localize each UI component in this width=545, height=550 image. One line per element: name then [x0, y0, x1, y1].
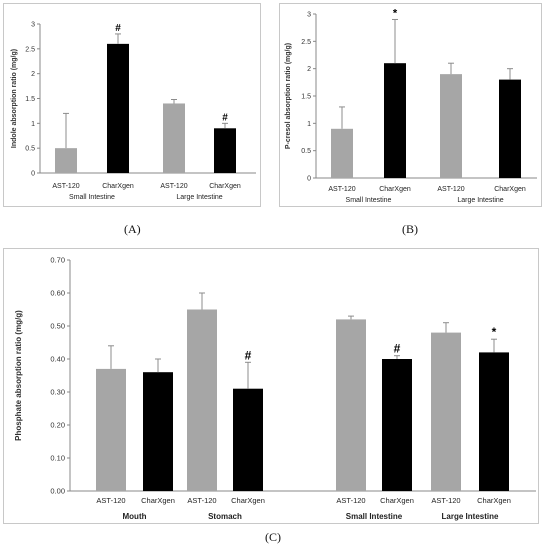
indole-chart: 0 0.5 1 1.5 2 2.5 3 Indole absorption ratio (mg…: [11, 22, 256, 201]
chart-c-bar: [233, 388, 263, 491]
chart-b-bar: [440, 74, 462, 178]
chart-c-y-axis-title: Phosphate absorption ratio (mg/g): [14, 310, 23, 441]
chart-c-y-tick-label: 0.00: [50, 487, 65, 496]
chart-c-y-tick-label: 0.70: [50, 256, 65, 265]
chart-b-significance-marker: *: [393, 7, 398, 19]
chart-c-y-tick-label: 0.60: [50, 289, 65, 298]
chart-b-y-tick-label: 0.5: [301, 148, 311, 155]
chart-b-group-label: Large Intestine: [457, 197, 503, 204]
chart-c-significance-marker: *: [492, 325, 497, 339]
chart-c-category-label: CharXgen: [380, 496, 414, 505]
chart-a-y-tick-label: 2: [31, 71, 35, 78]
chart-c-bar: [187, 309, 217, 491]
chart-c-category-label: AST-120: [336, 496, 365, 505]
chart-b-y-tick-label: 3: [307, 12, 311, 19]
chart-c-category-label: AST-120: [96, 496, 125, 505]
chart-b-group-label: Small Intestine: [346, 197, 392, 204]
chart-a-y-tick-label: 0: [31, 171, 35, 178]
p-cresol-chart: 0 0.5 1 1.5 2 2.5 3 P-cresol absorption ratio (…: [285, 7, 537, 204]
phosphate-chart: 0.00 0.10 0.20 0.30 0.40 0.50 0.60 0.70 Phosphat…: [14, 256, 536, 521]
chart-a-y-tick-label: 0.5: [25, 146, 35, 153]
chart-c-group-label: Large Intestine: [442, 512, 499, 521]
caption-a: (A): [124, 222, 141, 236]
chart-c-category-label: CharXgen: [477, 496, 511, 505]
chart-b-bar: [499, 79, 521, 178]
chart-c-group-label: Small Intestine: [346, 512, 403, 521]
caption-c: (C): [265, 530, 281, 544]
chart-b-category-label: AST-120: [437, 186, 464, 193]
caption-b: (B): [402, 222, 418, 236]
panel-c: 0.00 0.10 0.20 0.30 0.40 0.50 0.60 0.70 Phosphat…: [3, 248, 539, 524]
chart-c-bar: [143, 372, 173, 491]
chart-b-bar: [384, 63, 406, 179]
chart-b-y-tick-label: 1: [307, 121, 311, 128]
chart-c-y-tick-label: 0.20: [50, 421, 65, 430]
chart-b-category-label: CharXgen: [379, 186, 411, 193]
chart-a-y-tick-label: 2.5: [25, 46, 35, 53]
chart-a-category-label: CharXgen: [102, 183, 134, 190]
chart-c-bar: [96, 368, 126, 491]
chart-a-group-label: Large Intestine: [176, 194, 222, 201]
chart-a-bar: [163, 103, 185, 173]
chart-a-y-tick-label: 1.5: [25, 96, 35, 103]
chart-c-significance-marker: #: [394, 342, 401, 356]
chart-a-bar: [55, 148, 77, 173]
chart-a-y-tick-label: 3: [31, 22, 35, 29]
chart-b-y-tick-label: 2: [307, 66, 311, 73]
chart-a-group-label: Small Intestine: [69, 194, 115, 201]
chart-a-bar: [214, 128, 236, 173]
chart-c-bar: [479, 352, 509, 491]
chart-c-y-tick-label: 0.30: [50, 388, 65, 397]
chart-a-y-tick-label: 1: [31, 121, 35, 128]
chart-a-y-axis-title: Indole absorption ratio (mg/g): [11, 49, 18, 148]
panel-b: 0 0.5 1 1.5 2 2.5 3 P-cresol absorption ratio (…: [279, 3, 542, 207]
chart-c-group-label: Mouth: [123, 512, 147, 521]
chart-b-y-axis-title: P-cresol absorption ratio (mg/g): [285, 43, 292, 149]
chart-b-y-tick-label: 2.5: [301, 39, 311, 46]
chart-c-category-label: CharXgen: [231, 496, 265, 505]
chart-a-significance-marker: #: [222, 112, 228, 123]
chart-a-significance-marker: #: [115, 23, 121, 34]
chart-c-category-label: AST-120: [187, 496, 216, 505]
chart-a-bar: [107, 43, 129, 173]
chart-c-bar: [431, 332, 461, 491]
chart-b-bar: [331, 128, 353, 178]
chart-c-y-tick-label: 0.50: [50, 322, 65, 331]
chart-c-category-label: CharXgen: [141, 496, 175, 505]
chart-b-y-tick-label: 1.5: [301, 94, 311, 101]
chart-c-significance-marker: #: [245, 348, 252, 362]
chart-c-y-tick-label: 0.40: [50, 355, 65, 364]
chart-c-group-label: Stomach: [208, 512, 242, 521]
chart-c-bar: [382, 359, 412, 491]
chart-b-category-label: CharXgen: [494, 186, 526, 193]
chart-b-category-label: AST-120: [328, 186, 355, 193]
chart-c-category-label: AST-120: [431, 496, 460, 505]
chart-c-y-tick-label: 0.10: [50, 454, 65, 463]
chart-c-bar: [336, 319, 366, 491]
chart-b-y-tick-label: 0: [307, 176, 311, 183]
panel-a: 0 0.5 1 1.5 2 2.5 3 Indole absorption ratio (mg…: [3, 3, 261, 207]
chart-a-category-label: AST-120: [52, 183, 79, 190]
chart-a-category-label: CharXgen: [209, 183, 241, 190]
chart-a-category-label: AST-120: [160, 183, 187, 190]
